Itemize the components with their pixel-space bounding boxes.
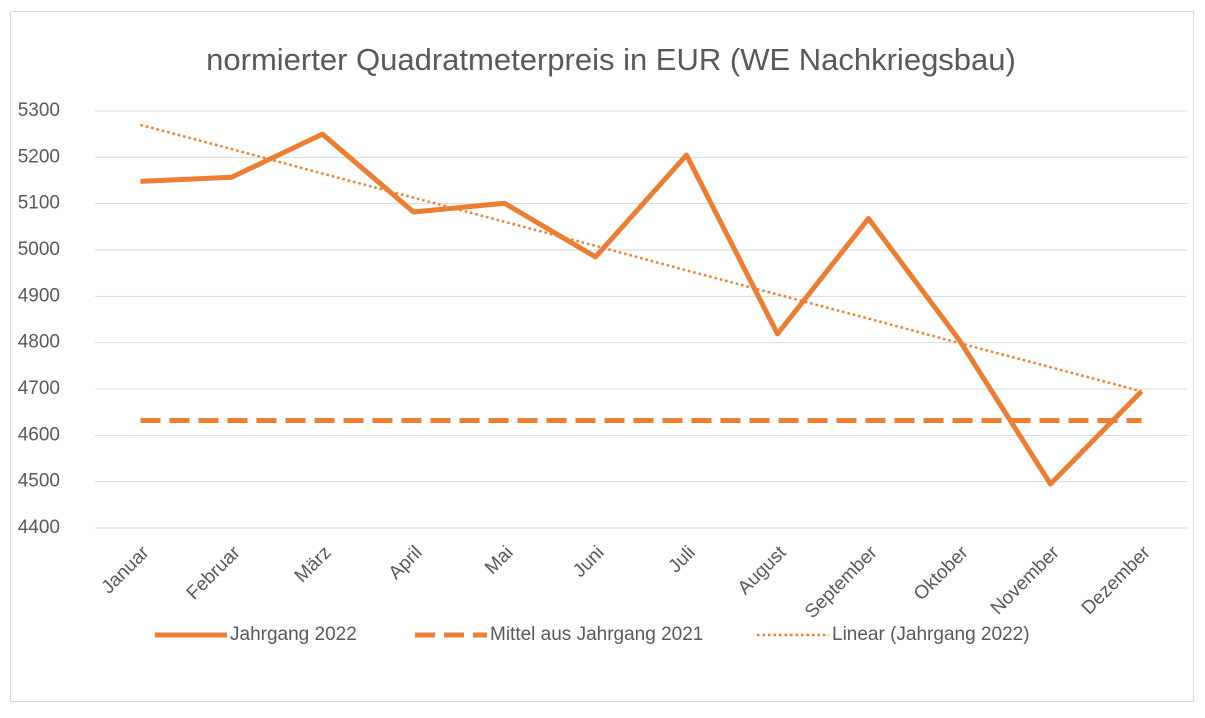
y-tick-label: 5100 xyxy=(18,193,60,214)
y-tick-label: 4500 xyxy=(18,471,60,492)
legend-label: Jahrgang 2022 xyxy=(230,624,357,645)
y-tick-label: 4700 xyxy=(18,378,60,399)
y-tick-label: 4900 xyxy=(18,285,60,306)
y-tick-label: 4600 xyxy=(18,424,60,445)
y-tick-label: 5000 xyxy=(18,239,60,260)
series-line xyxy=(140,131,1144,487)
legend-label: Linear (Jahrgang 2022) xyxy=(832,624,1030,645)
chart-title: normierter Quadratmeterpreis in EUR (WE … xyxy=(206,42,1016,77)
legend-label: Mittel aus Jahrgang 2021 xyxy=(490,624,703,645)
chart-border xyxy=(10,11,1194,702)
series-line xyxy=(140,123,1142,393)
y-tick-label: 4400 xyxy=(18,517,60,538)
y-tick-label: 5200 xyxy=(18,146,60,167)
y-tick-label: 4800 xyxy=(18,332,60,353)
y-tick-label: 5300 xyxy=(18,100,60,121)
